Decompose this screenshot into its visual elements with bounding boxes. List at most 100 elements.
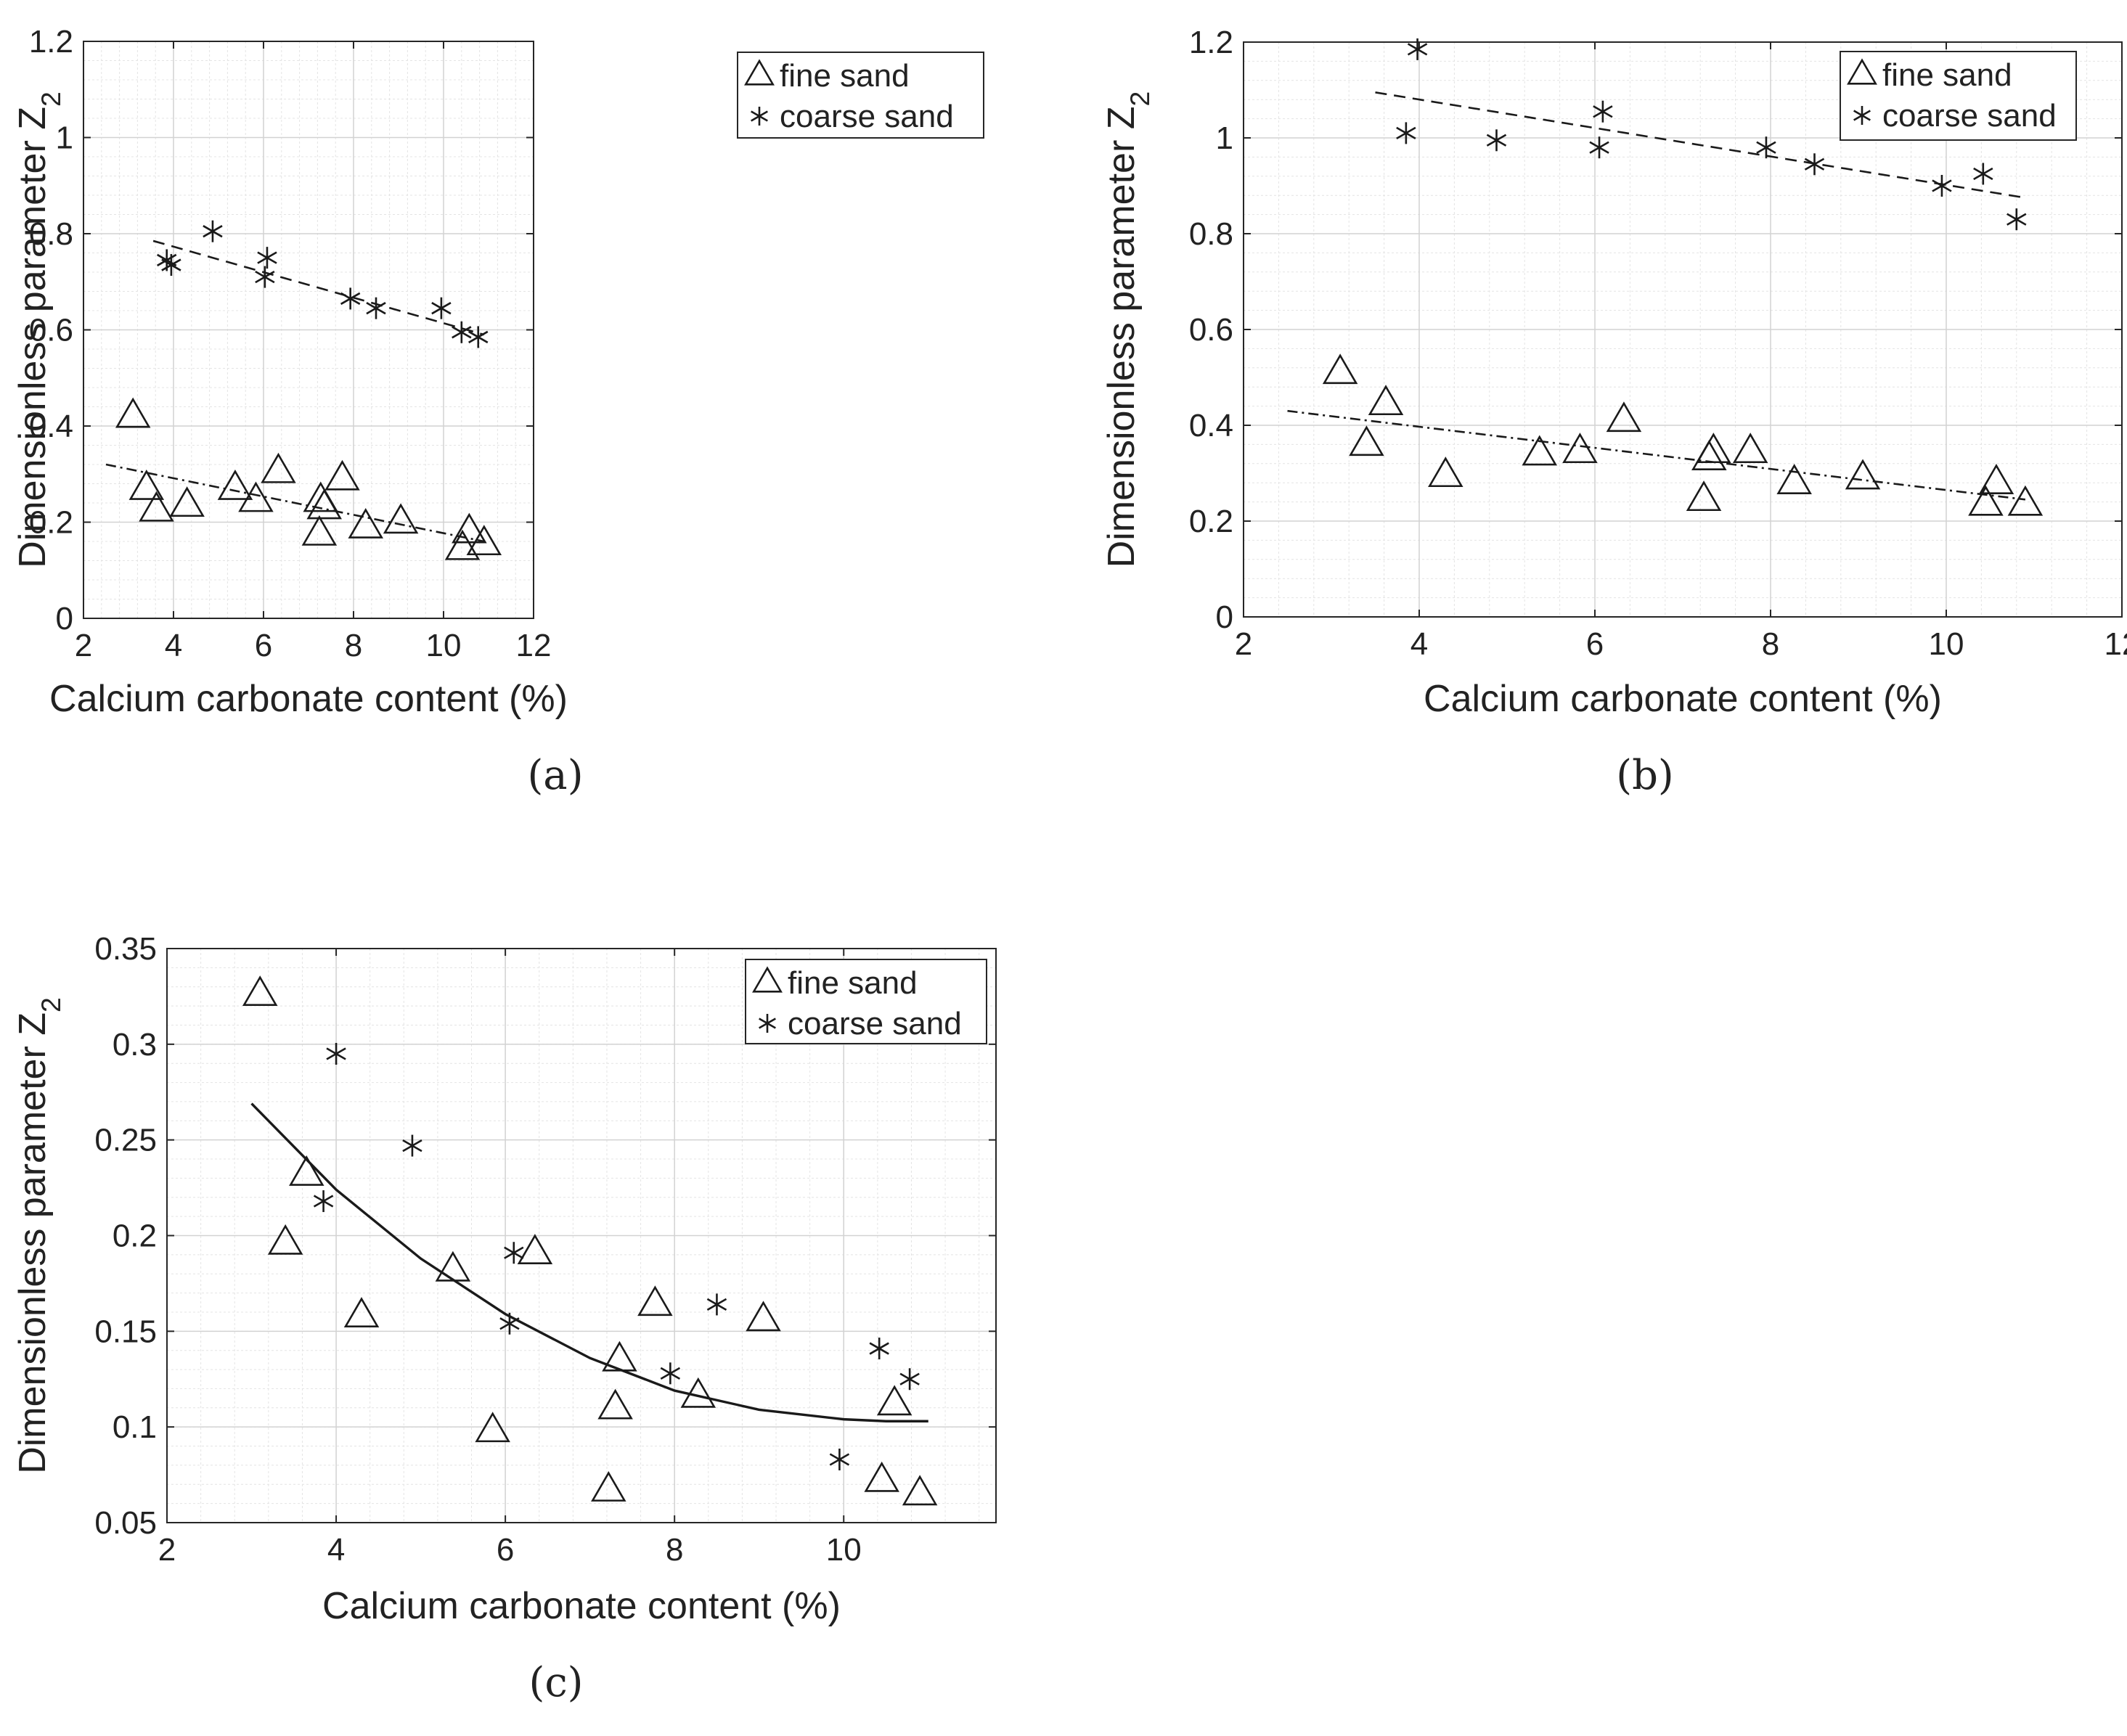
x-tick-label: 4 — [327, 1532, 345, 1568]
x-axis-label: Calcium carbonate content (%) — [322, 1585, 841, 1627]
legend-label: coarse sand — [788, 1006, 962, 1041]
x-tick-label: 12 — [2104, 626, 2127, 662]
data-point-asterisk — [504, 1242, 524, 1264]
data-point-asterisk — [829, 1448, 850, 1470]
ticks: 2 4 6 8 10 0.05 0.1 0.15 0.2 0.25 0.3 0.35 — [94, 931, 996, 1568]
data-point-asterisk — [1396, 122, 1416, 144]
data-point-asterisk — [1486, 129, 1507, 152]
y-tick-label: 0 — [1216, 599, 1233, 635]
data-point-triangle — [343, 1297, 380, 1327]
y-tick-label: 0.05 — [94, 1505, 157, 1541]
data-point-asterisk — [499, 1312, 520, 1335]
legend-marker-triangle — [752, 966, 783, 993]
data-point-triangle — [348, 507, 383, 539]
data-point-asterisk — [1932, 175, 1952, 197]
x-tick-label: 10 — [1929, 626, 1964, 662]
data-point-asterisk — [255, 266, 275, 288]
legend-label: fine sand — [1882, 57, 2012, 93]
data-point-triangle — [444, 529, 481, 560]
x-tick-label: 6 — [255, 628, 272, 663]
y-axis-label: Dimensionless parameter Z2 — [1101, 91, 1155, 568]
legend-box — [1840, 51, 2077, 141]
data-point-triangle — [864, 1461, 899, 1492]
legend: fine sand coarse sand — [1840, 51, 2077, 141]
chart-panel-c: 2 4 6 8 10 0.05 0.1 0.15 0.2 0.25 0.3 0.35 Calcium c… — [12, 931, 997, 1706]
series-coarse-sand — [157, 220, 489, 348]
y-tick-label: 1.2 — [29, 24, 73, 60]
panel-caption: (a) — [527, 752, 583, 799]
fit-line-all — [250, 1102, 928, 1422]
x-tick-label: 10 — [426, 628, 462, 663]
y-tick-label: 1 — [1216, 120, 1233, 156]
legend-marker-triangle — [1847, 58, 1877, 85]
y-tick-label: 0.15 — [94, 1314, 157, 1349]
x-tick-label: 8 — [1762, 626, 1779, 662]
series-fine-sand — [1322, 353, 2044, 516]
data-point-triangle — [746, 1301, 781, 1332]
data-point-asterisk — [431, 297, 452, 319]
y-tick-label: 0.3 — [113, 1027, 157, 1063]
data-point-triangle — [1845, 459, 1881, 490]
y-tick-label: 0.8 — [29, 216, 73, 252]
chart-panel-a: 2 4 6 8 10 12 0 0.2 0.4 0.6 0.8 1 1.2 Calcium carbona… — [12, 24, 984, 799]
panel-caption: (b) — [1616, 752, 1674, 799]
data-point-triangle — [1522, 435, 1558, 466]
x-axis-label: Calcium carbonate content (%) — [49, 678, 568, 720]
y-tick-label: 0.35 — [94, 931, 157, 967]
y-tick-label: 0.25 — [94, 1123, 157, 1158]
y-axis-label-main: Dimensionless parameter Z — [1101, 107, 1143, 568]
data-point-triangle — [1968, 485, 2004, 516]
x-tick-label: 8 — [666, 1532, 683, 1568]
data-point-asterisk — [257, 247, 277, 269]
ticks: 2 4 6 8 10 12 0 0.2 0.4 0.6 0.8 1 1.2 — [29, 24, 552, 663]
data-point-triangle — [289, 1155, 324, 1186]
data-point-triangle — [452, 512, 487, 544]
chart-panel-b: 2 4 6 8 10 12 0 0.2 0.4 0.6 0.8 1 1.2 Calcium carbona… — [1101, 25, 2127, 799]
y-axis-label-main: Dimensionless parameter Z — [12, 1012, 54, 1474]
y-axis-label-subscript: 2 — [1124, 91, 1155, 107]
data-point-triangle — [301, 515, 338, 546]
data-point-triangle — [1732, 433, 1768, 464]
data-point-triangle — [1978, 464, 2014, 494]
data-point-triangle — [1696, 433, 1731, 464]
data-point-asterisk — [1973, 163, 1993, 185]
data-point-triangle — [637, 1285, 673, 1317]
data-point-asterisk — [452, 321, 472, 343]
data-point-triangle — [242, 975, 278, 1007]
x-tick-label: 4 — [165, 628, 182, 663]
data-point-asterisk — [660, 1362, 681, 1385]
fit-lines — [105, 239, 485, 543]
data-point-triangle — [1428, 456, 1463, 488]
x-tick-label: 2 — [158, 1532, 176, 1568]
data-point-triangle — [1562, 433, 1598, 464]
grid — [166, 948, 996, 1523]
y-tick-label: 0.4 — [1189, 408, 1233, 443]
series-coarse-sand — [1396, 38, 2027, 231]
x-tick-label: 6 — [497, 1532, 514, 1568]
data-point-asterisk — [313, 1190, 334, 1213]
data-point-triangle — [680, 1377, 717, 1408]
x-tick-label: 8 — [345, 628, 362, 663]
y-axis-label: Dimensionless parameter Z2 — [12, 91, 66, 568]
data-point-triangle — [475, 1412, 510, 1443]
data-point-triangle — [1606, 401, 1642, 433]
y-tick-label: 1 — [56, 120, 73, 156]
fit-line-fine-sand — [1287, 409, 2026, 501]
data-point-triangle — [2007, 485, 2044, 516]
y-axis-label-main: Dimensionless parameter Z — [12, 107, 54, 568]
data-point-triangle — [466, 525, 502, 556]
x-tick-label: 12 — [516, 628, 552, 663]
data-point-asterisk — [366, 297, 386, 319]
legend-label: coarse sand — [780, 99, 954, 134]
data-point-triangle — [602, 1340, 637, 1372]
y-tick-label: 0.2 — [29, 505, 73, 541]
data-point-triangle — [1349, 425, 1384, 456]
x-tick-label: 6 — [1586, 626, 1604, 662]
data-point-asterisk — [326, 1043, 346, 1065]
legend-marker-asterisk — [759, 1014, 776, 1033]
x-axis-label: Calcium carbonate content (%) — [1424, 678, 1942, 720]
legend-box — [737, 52, 984, 139]
legend-marker-triangle — [744, 59, 775, 86]
y-tick-label: 0.2 — [113, 1219, 157, 1254]
y-tick-label: 0.1 — [113, 1409, 157, 1445]
